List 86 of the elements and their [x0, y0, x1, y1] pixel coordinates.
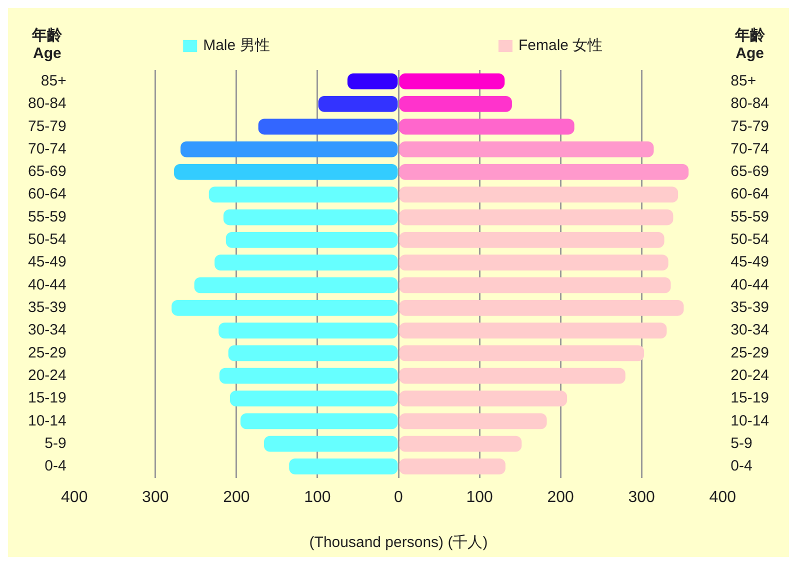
- bar: [399, 322, 667, 338]
- bar: [399, 345, 644, 362]
- bar: [399, 73, 505, 90]
- category-label: 10-14: [28, 412, 66, 430]
- bar: [399, 300, 684, 316]
- bar: [289, 458, 398, 474]
- bar: [399, 96, 512, 112]
- category-label: 30-34: [28, 322, 66, 339]
- y-axis-title: 年齡 Age: [31, 27, 64, 62]
- category-label: 85+: [40, 72, 66, 90]
- category-label: 55-59: [28, 208, 66, 226]
- bar: [258, 118, 398, 135]
- y-tick-label: 15-19: [730, 390, 770, 407]
- category-label: 70-74: [28, 140, 66, 158]
- y-tick-label: 50-54: [730, 231, 770, 248]
- category-label: 80-84: [28, 95, 66, 112]
- bar: [240, 413, 398, 430]
- bar: [208, 186, 398, 203]
- bar: [172, 300, 398, 316]
- y-tick-label: 35-39: [730, 299, 770, 316]
- x-tick-label: 100: [466, 488, 493, 506]
- legend-label: Female 女性: [518, 37, 603, 54]
- category-label: 0-4: [44, 458, 66, 475]
- bar: [399, 254, 668, 270]
- category-label: 35-39: [28, 299, 66, 316]
- y-tick-label: 5-9: [730, 434, 752, 452]
- y2-axis-title: 年齡 Age: [734, 27, 766, 62]
- category-label: 5-9: [44, 434, 66, 452]
- x-tick-label: 400: [709, 488, 736, 506]
- x-axis-title: (Thousand persons) (千人): [309, 534, 488, 552]
- y-tick-label: 70-74: [730, 140, 770, 158]
- x-tick-label: 200: [223, 488, 250, 506]
- y-tick-label: 65-69: [730, 163, 770, 180]
- y-tick-label: 20-24: [730, 366, 770, 384]
- bar: [399, 232, 664, 248]
- bar: [228, 345, 398, 362]
- x-tick-label: 100: [304, 488, 331, 506]
- y-tick-label: 60-64: [730, 186, 770, 203]
- bar: [318, 96, 398, 112]
- bar: [264, 436, 398, 452]
- bar: [218, 322, 398, 338]
- y-tick-label: 80-84: [730, 95, 770, 112]
- bar: [399, 277, 671, 294]
- bar: [399, 141, 654, 158]
- bar: [194, 277, 398, 294]
- x-tick-label: 200: [547, 488, 574, 506]
- category-label: 15-19: [28, 390, 66, 407]
- bar: [399, 368, 626, 384]
- bar: [174, 164, 398, 180]
- bar: [399, 390, 568, 406]
- y-tick-label: 40-44: [730, 276, 770, 294]
- category-label: 45-49: [28, 254, 66, 271]
- bar: [219, 368, 398, 384]
- bar: [180, 141, 398, 158]
- x-tick-label: 400: [61, 488, 88, 506]
- legend-label: Male 男性: [203, 37, 270, 54]
- bar: [347, 73, 398, 90]
- category-label: 60-64: [28, 186, 66, 203]
- bar: [399, 186, 678, 203]
- y-tick-label: 55-59: [730, 208, 770, 226]
- bar: [399, 209, 674, 226]
- y-tick-label: 0-4: [730, 458, 752, 475]
- bar: [223, 209, 398, 226]
- bar: [399, 413, 547, 430]
- bar: [399, 118, 574, 135]
- y-tick-label: 30-34: [730, 322, 770, 339]
- category-label: 20-24: [28, 366, 66, 384]
- category-label: 40-44: [28, 276, 66, 294]
- category-label: 75-79: [28, 118, 66, 135]
- bar: [399, 436, 522, 452]
- x-tick-label: 300: [628, 488, 656, 506]
- y-tick-label: 75-79: [730, 118, 770, 135]
- bar: [214, 254, 398, 270]
- category-label: 50-54: [28, 231, 66, 248]
- y-tick-label: 85+: [730, 72, 756, 90]
- x-tick-label: 0: [394, 488, 404, 506]
- category-label: 25-29: [28, 344, 66, 362]
- y-tick-label: 10-14: [730, 412, 770, 430]
- bar: [399, 458, 506, 474]
- category-label: 65-69: [28, 163, 66, 180]
- bar: [230, 390, 398, 406]
- y-tick-label: 25-29: [730, 344, 770, 362]
- bar: [226, 232, 398, 248]
- y-tick-label: 45-49: [730, 254, 770, 271]
- bar: [399, 164, 689, 180]
- x-tick-label: 300: [142, 488, 169, 506]
